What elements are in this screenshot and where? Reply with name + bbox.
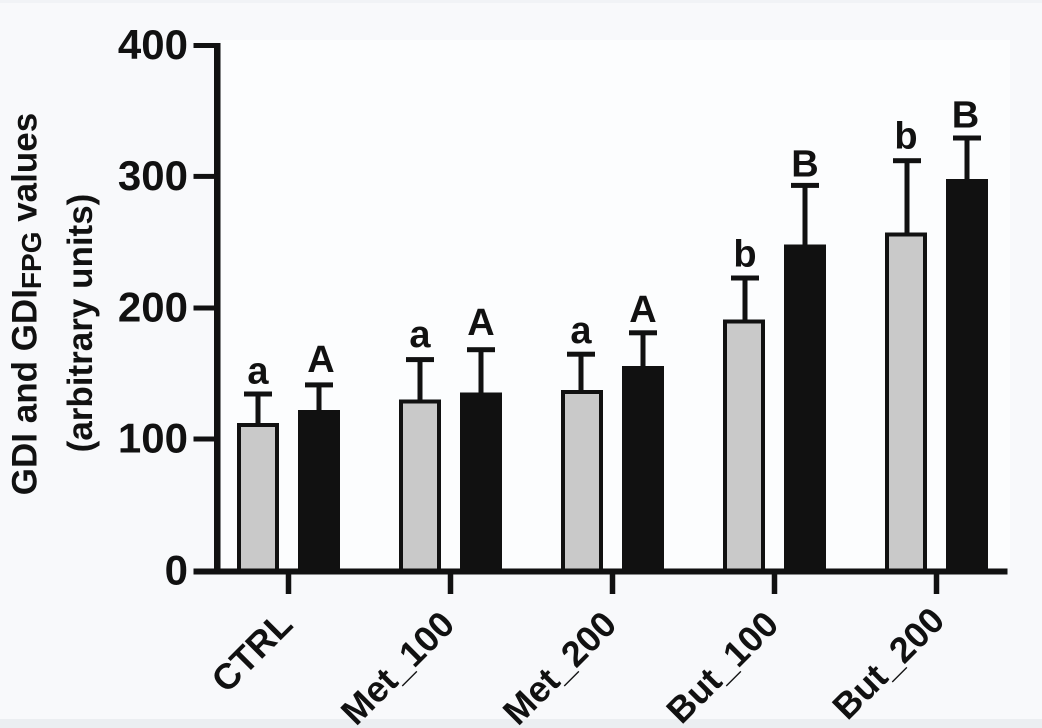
svg-text:A: A (467, 302, 494, 344)
svg-text:b: b (894, 116, 917, 158)
svg-text:A: A (629, 289, 656, 331)
svg-text:b: b (733, 234, 756, 276)
svg-text:100: 100 (118, 415, 188, 462)
svg-text:200: 200 (118, 284, 188, 331)
svg-text:A: A (307, 339, 334, 381)
svg-text:B: B (791, 144, 818, 186)
svg-text:0: 0 (165, 547, 188, 594)
svg-text:(arbitrary units): (arbitrary units) (61, 194, 100, 453)
svg-text:a: a (247, 351, 269, 393)
svg-text:a: a (570, 310, 592, 352)
svg-text:300: 300 (118, 152, 188, 199)
svg-text:400: 400 (118, 21, 188, 68)
svg-text:a: a (409, 314, 431, 356)
svg-text:B: B (952, 95, 979, 137)
svg-text:GDI and GDIFPG values: GDI and GDIFPG values (6, 113, 48, 495)
